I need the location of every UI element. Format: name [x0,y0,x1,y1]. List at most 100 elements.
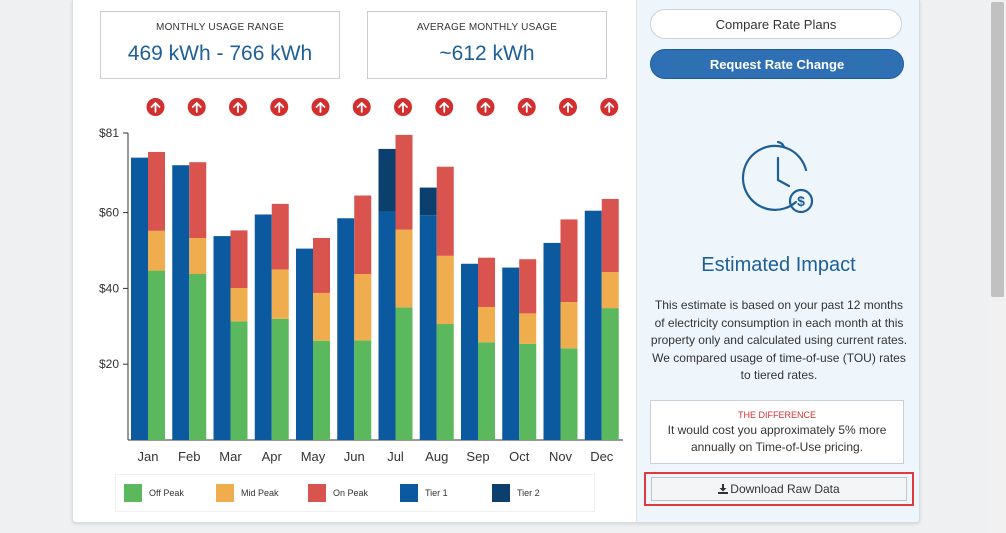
monthly-cost-chart: $81 $60 $40 $20 Jan Feb Mar Apr May Jun Jul Aug Sep O… [99,98,623,464]
arrow-up-icon-glyph [563,102,573,113]
bar-on-peak [436,166,454,256]
bar-tier-1 [419,215,437,440]
x-tick-label: Dec [590,449,614,464]
bar-mid-peak [313,292,330,341]
bar-off-peak [354,340,372,440]
arrow-up-icon-glyph [439,102,450,113]
bar-on-peak [148,151,165,231]
bar-on-peak [230,230,248,289]
y-tick-label: $81 [99,126,119,140]
bar-mid-peak [354,273,372,341]
arrow-up-icon-glyph [604,102,615,113]
arrow-up-icon-glyph [233,102,243,113]
bar-off-peak [271,318,289,440]
average-usage-label: AVERAGE MONTHLY USAGE [416,22,558,33]
bar-tier-1 [254,214,272,440]
bar-mid-peak [271,269,289,319]
arrow-up-icon-glyph [356,102,367,113]
y-tick-label: $20 [99,357,119,371]
bar-off-peak [395,307,413,440]
bar-off-peak [560,348,578,440]
bar-tier-1 [296,248,313,440]
bar-tier-1 [502,267,520,440]
x-tick-label: Jan [138,449,159,464]
x-tick-label: Aug [425,449,448,464]
page-scrollbar[interactable] [989,0,1006,533]
x-tick-label: Jun [344,449,365,464]
arrow-up-icon-glyph [521,102,532,113]
arrow-up-icon-glyph [150,102,161,113]
difference-box: THE DIFFERENCE It would cost you approxi… [650,400,904,464]
legend-swatch-tier-1 [400,484,418,502]
clock-dollar-icon: $ [741,140,814,214]
download-raw-data-button[interactable]: Download Raw Data [651,477,907,501]
usage-range-value: 469 kWh - 766 kWh [127,42,313,65]
x-tick-label: Apr [262,449,283,464]
usage-range-label: MONTHLY USAGE RANGE [156,22,284,33]
bar-on-peak [271,203,289,270]
compare-rate-plans-button[interactable]: Compare Rate Plans [650,9,902,39]
bar-mid-peak [230,288,248,322]
download-highlight: Download Raw Data [644,472,914,506]
legend-swatch-mid-peak [216,484,234,502]
bar-on-peak [478,257,495,307]
bar-mid-peak [478,306,495,343]
x-tick-label: Sep [466,449,489,464]
bar-off-peak [148,270,165,440]
legend-label-off-peak: Off Peak [149,488,184,498]
legend-label-tier-1: Tier 1 [425,488,448,498]
x-tick-label: Feb [178,449,200,464]
legend-swatch-tier-2 [492,484,510,502]
arrow-up-icon-glyph [274,102,285,113]
bar-mid-peak [560,302,578,349]
legend-swatch-on-peak [308,484,326,502]
bar-mid-peak [148,230,165,271]
bar-on-peak [189,162,207,238]
bar-tier-1 [337,218,355,440]
x-tick-label: Mar [219,449,242,464]
bar-on-peak [354,195,372,274]
bar-on-peak [313,237,330,293]
bar-mid-peak [436,255,454,325]
legend-swatch-off-peak [124,484,142,502]
y-tick-label: $40 [99,281,119,295]
y-tick-label: $60 [99,206,119,220]
bar-tier-1 [461,263,478,440]
chart-legend: Off Peak Mid Peak On Peak Tier 1 Tier 2 [115,474,595,512]
bar-on-peak [601,198,619,273]
usage-range-box: MONTHLY USAGE RANGE 469 kWh - 766 kWh [100,11,340,79]
bar-mid-peak [519,313,537,344]
bar-off-peak [313,340,330,440]
rate-comparison-card: MONTHLY USAGE RANGE 469 kWh - 766 kWh AV… [72,0,920,523]
x-tick-label: Nov [549,449,573,464]
bar-off-peak [601,308,619,440]
bar-on-peak [560,219,578,303]
impact-description: This estimate is based on your past 12 m… [650,298,908,382]
estimated-impact-panel: Compare Rate Plans Request Rate Change $… [636,0,919,522]
bar-tier-1 [543,242,561,440]
download-label: Download Raw Data [730,482,840,496]
bar-tier-2 [419,187,437,216]
difference-heading: THE DIFFERENCE [737,410,816,420]
arrow-up-icon-glyph [398,102,408,113]
bar-on-peak [395,134,413,230]
request-rate-change-button[interactable]: Request Rate Change [650,49,904,79]
legend-label-tier-2: Tier 2 [517,488,540,498]
bar-mid-peak [189,237,207,274]
bar-on-peak [519,259,537,314]
bar-mid-peak [601,272,619,309]
bar-tier-1 [131,157,148,440]
arrow-up-icon-glyph [191,102,202,113]
bar-off-peak [436,324,454,440]
scrollbar-thumb[interactable] [991,2,1004,297]
legend-label-on-peak: On Peak [333,488,369,498]
bar-tier-1 [584,210,602,440]
bar-off-peak [230,321,248,440]
difference-text: It would cost you approximately 5% more … [667,423,887,454]
bar-off-peak [478,342,495,440]
bar-tier-1 [213,236,231,440]
bar-tier-1 [172,165,190,440]
legend-label-mid-peak: Mid Peak [241,488,279,498]
bar-mid-peak [395,229,413,308]
bar-tier-2 [378,148,396,212]
